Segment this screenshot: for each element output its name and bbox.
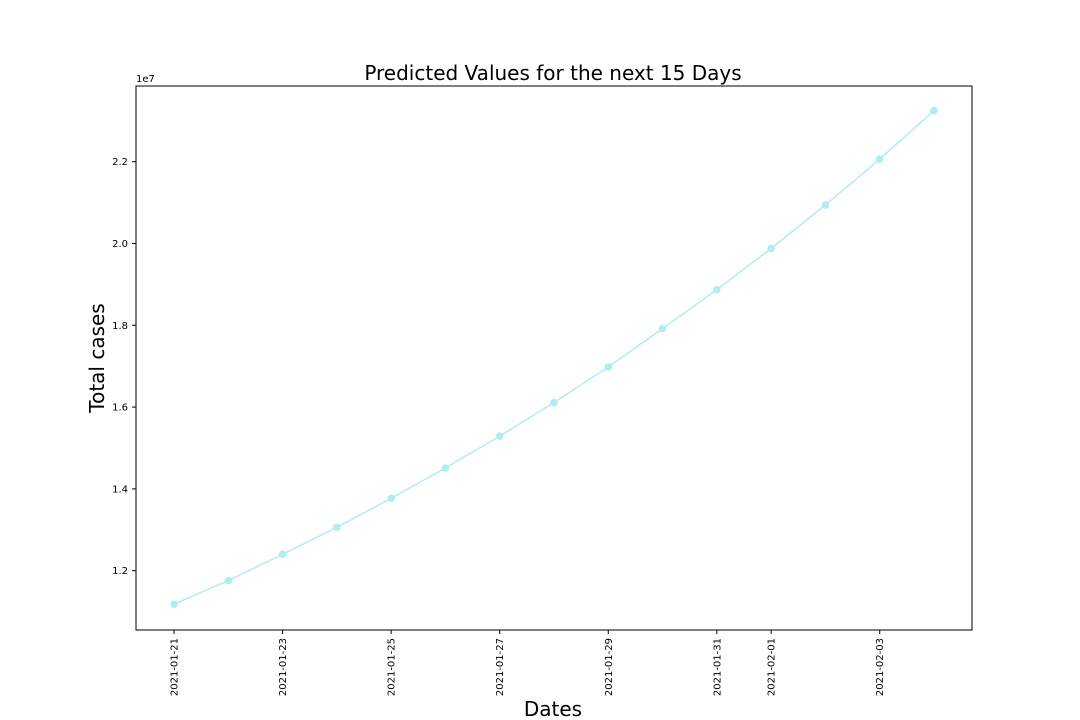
plot-area <box>135 85 973 631</box>
x-axis-ticks: 2021-01-21 2021-01-23 2021-01-25 2021-01-27… <box>170 630 886 696</box>
chart-title: Predicted Values for the next 15 Days <box>364 61 741 85</box>
data-point <box>821 201 830 209</box>
x-tick-label: 2021-01-27 <box>495 638 506 696</box>
data-point <box>930 106 938 115</box>
y-axis-label: Total cases <box>85 303 109 413</box>
x-tick-label: 2021-02-03 <box>875 638 886 696</box>
y-tick-label: 2.0 <box>112 239 128 250</box>
series-line <box>173 109 935 605</box>
y-tick-label: 1.4 <box>112 484 128 495</box>
x-axis-label: Dates <box>524 697 582 720</box>
data-point <box>495 432 504 440</box>
data-point <box>713 285 721 294</box>
y-axis-ticks: 1.2 1.4 1.6 1.8 2.0 2.2 <box>112 157 136 577</box>
data-point <box>170 600 178 609</box>
series-group <box>170 106 938 609</box>
y-tick-label: 2.2 <box>112 157 128 168</box>
data-point <box>875 155 884 164</box>
data-point <box>224 576 233 585</box>
data-point <box>441 464 450 472</box>
y-tick-label: 1.2 <box>112 566 128 577</box>
data-point <box>658 324 667 333</box>
x-tick-label: 2021-01-23 <box>278 638 289 696</box>
data-point <box>767 244 775 253</box>
y-tick-label: 1.8 <box>112 321 128 332</box>
data-point <box>550 398 558 407</box>
x-tick-label: 2021-01-29 <box>604 638 615 696</box>
x-tick-label: 2021-01-25 <box>387 638 398 696</box>
x-tick-label: 2021-01-31 <box>712 638 723 696</box>
data-point <box>333 523 341 532</box>
x-tick-label: 2021-01-21 <box>170 638 181 696</box>
data-point <box>387 494 395 503</box>
y-tick-label: 1.6 <box>112 403 128 414</box>
y-axis-offset-label: 1e7 <box>136 74 155 85</box>
x-tick-label: 2021-02-01 <box>767 638 778 696</box>
data-point <box>278 550 287 559</box>
data-point <box>604 363 613 371</box>
